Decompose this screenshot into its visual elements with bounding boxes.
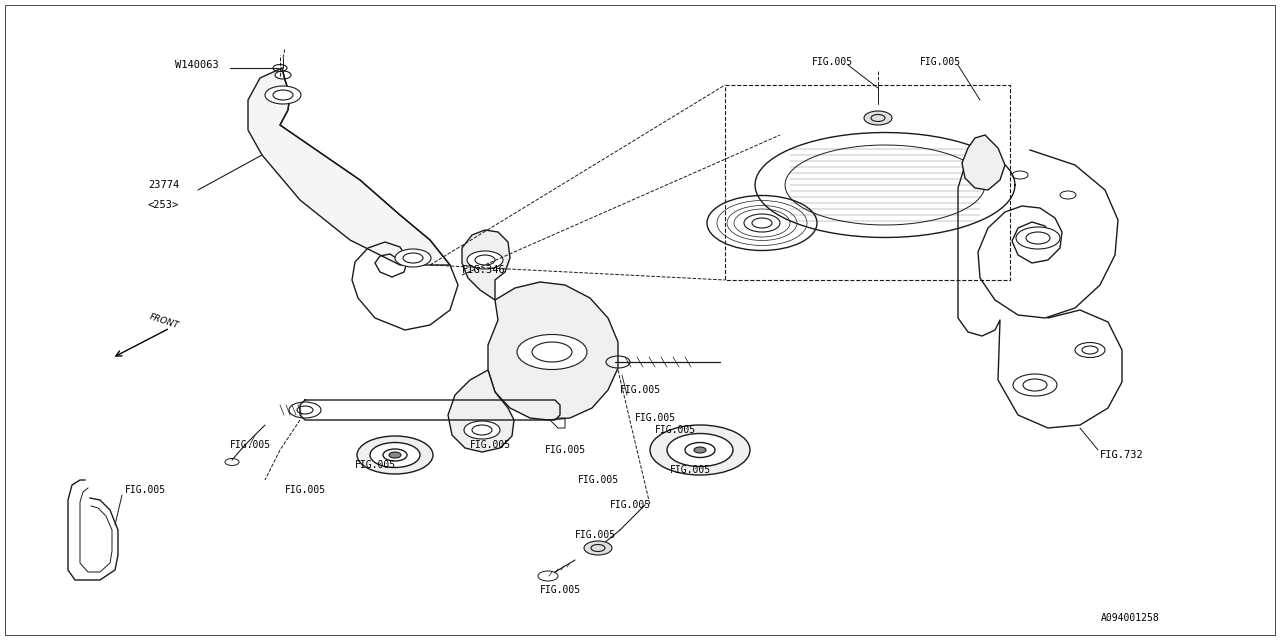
Polygon shape (462, 230, 509, 300)
Text: FIG.005: FIG.005 (920, 57, 961, 67)
Circle shape (1016, 227, 1060, 249)
Circle shape (650, 425, 750, 475)
Circle shape (694, 447, 707, 453)
Text: FIG.005: FIG.005 (125, 485, 166, 495)
Circle shape (467, 251, 503, 269)
Circle shape (396, 249, 431, 267)
Circle shape (667, 433, 733, 467)
Circle shape (864, 111, 892, 125)
Polygon shape (488, 282, 618, 420)
Text: FIG.005: FIG.005 (579, 475, 620, 485)
Text: FIG.005: FIG.005 (285, 485, 326, 495)
Circle shape (1075, 342, 1105, 358)
Text: FIG.005: FIG.005 (230, 440, 271, 450)
Circle shape (357, 436, 433, 474)
Text: 23774: 23774 (148, 180, 179, 190)
Circle shape (465, 421, 500, 439)
Text: FIG.005: FIG.005 (545, 445, 586, 455)
Text: FIG.005: FIG.005 (655, 425, 696, 435)
Text: FRONT: FRONT (148, 312, 180, 330)
Text: FIG.005: FIG.005 (611, 500, 652, 510)
Circle shape (265, 86, 301, 104)
Text: FIG.005: FIG.005 (540, 585, 581, 595)
Text: FIG.005: FIG.005 (575, 530, 616, 540)
Polygon shape (448, 370, 515, 452)
Text: A094001258: A094001258 (1101, 613, 1160, 623)
Text: FIG.732: FIG.732 (1100, 450, 1144, 460)
Text: FIG.005: FIG.005 (635, 413, 676, 423)
Polygon shape (248, 68, 451, 265)
Circle shape (584, 541, 612, 555)
Circle shape (389, 452, 401, 458)
Text: FIG.005: FIG.005 (669, 465, 712, 475)
Circle shape (1012, 374, 1057, 396)
Circle shape (370, 442, 420, 467)
Circle shape (972, 157, 996, 169)
Text: FIG.005: FIG.005 (355, 460, 396, 470)
Text: FIG.005: FIG.005 (470, 440, 511, 450)
Text: FIG.346: FIG.346 (462, 265, 506, 275)
Polygon shape (963, 135, 1005, 190)
Circle shape (517, 335, 588, 369)
Text: FIG.005: FIG.005 (620, 385, 662, 395)
Circle shape (744, 214, 780, 232)
Text: FIG.005: FIG.005 (812, 57, 854, 67)
Text: <253>: <253> (148, 200, 179, 210)
Text: W140063: W140063 (175, 60, 219, 70)
